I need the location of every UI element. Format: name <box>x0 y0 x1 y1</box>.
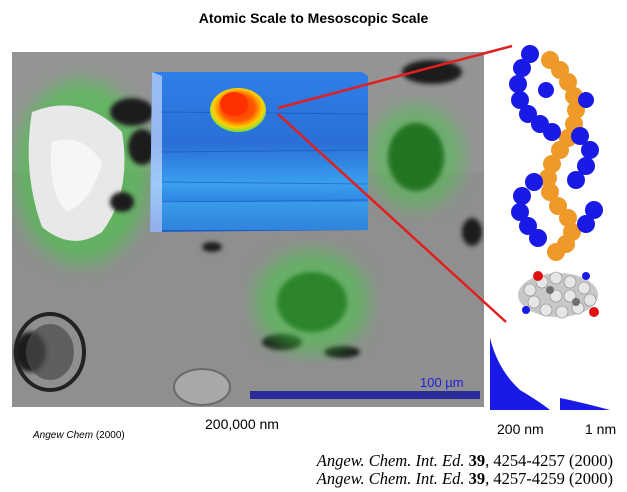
reference-1-volume: 39 <box>468 451 486 470</box>
molecular-model <box>490 40 627 410</box>
scale-bar-label: 100 µm <box>420 375 464 390</box>
helix-model <box>509 45 603 261</box>
caption-micro-scale: 200,000 nm <box>205 416 279 432</box>
scale-bar <box>250 391 480 399</box>
caption-nano-scale: 200 nm <box>497 421 544 437</box>
concentration-plot <box>490 338 610 410</box>
reference-2-pages: , 4257-4259 (2000) <box>485 469 613 488</box>
citation-journal: Angew Chem <box>33 430 94 441</box>
reference-2: Angew. Chem. Int. Ed. 39, 4257-4259 (200… <box>317 469 613 489</box>
caption-atomic-scale: 1 nm <box>585 421 617 437</box>
reference-1: Angew. Chem. Int. Ed. 39, 4254-4257 (200… <box>317 451 613 471</box>
citation-year: (2000) <box>95 430 125 441</box>
reference-1-journal: Angew. Chem. Int. Ed. <box>316 451 465 470</box>
reference-2-journal: Angew. Chem. Int. Ed. <box>316 469 465 488</box>
microscopy-image <box>12 52 484 407</box>
reference-1-pages: , 4254-4257 (2000) <box>485 451 613 470</box>
small-molecule-model <box>518 271 599 319</box>
afm-inset <box>150 72 368 232</box>
reference-2-volume: 39 <box>468 469 486 488</box>
citation-small: Angew Chem (2000) <box>33 430 125 441</box>
page-title: Atomic Scale to Mesoscopic Scale <box>198 10 429 26</box>
